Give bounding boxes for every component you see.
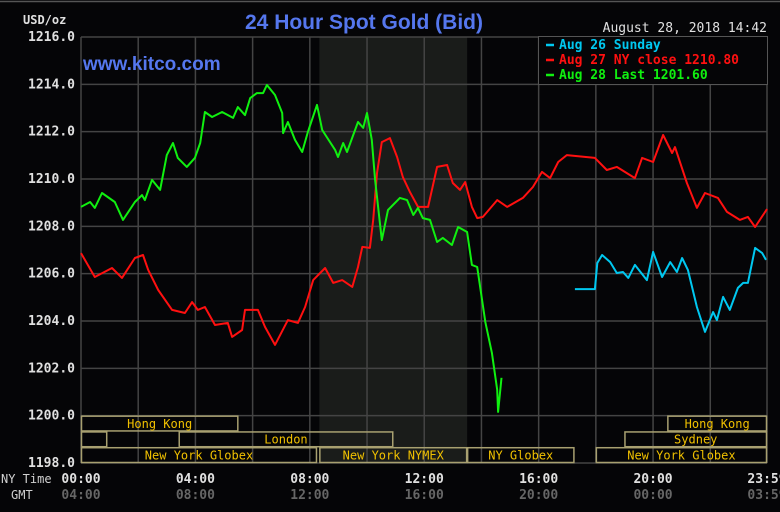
x-tick-label-gmt: 03:59 <box>747 488 780 503</box>
chart-title: 24 Hour Spot Gold (Bid) <box>245 11 483 34</box>
session-label: Sydney <box>674 433 717 447</box>
session-box <box>80 431 108 448</box>
legend-label: Aug 27 NY close 1210.80 <box>559 53 739 68</box>
series-line-3 <box>80 84 503 413</box>
session-label: NY Globex <box>488 449 553 463</box>
trading-sessions: Hong Kong Hong Kong London Sydney New York G… <box>80 415 768 464</box>
session-box <box>80 415 239 432</box>
session-label: Hong Kong <box>685 417 750 431</box>
kitco-watermark: www.kitco.com <box>82 54 221 75</box>
session-box <box>319 446 468 464</box>
nymex-shaded-period <box>319 37 468 463</box>
series-line-2 <box>80 134 768 346</box>
x-tick-label-gmt: 08:00 <box>176 488 215 503</box>
session-box <box>178 431 394 448</box>
y-tick-label: 1198.0 <box>28 456 75 471</box>
x-tick-label-gmt: 00:00 <box>633 488 672 503</box>
session-label: London <box>264 433 307 447</box>
x-tick-label-gmt: 04:00 <box>61 488 100 503</box>
legend-label: Aug 26 Sunday <box>559 38 661 53</box>
y-tick-label: 1202.0 <box>28 361 75 376</box>
chart-timestamp: August 28, 2018 14:42 <box>603 21 767 36</box>
session-label: New York Globex <box>145 449 253 463</box>
y-tick-label: 1212.0 <box>28 125 75 140</box>
session-label: New York NYMEX <box>343 449 445 463</box>
x-axis-gmt-label: GMT <box>11 488 33 502</box>
y-tick-label: 1208.0 <box>28 219 75 234</box>
y-axis-unit-label: USD/oz <box>23 13 66 27</box>
x-tick-label-gmt: 12:00 <box>290 488 329 503</box>
x-tick-label-gmt: 16:00 <box>405 488 444 503</box>
x-tick-label-ny: 08:00 <box>290 472 329 487</box>
legend-label: Aug 28 Last 1201.60 <box>559 68 708 83</box>
session-box <box>624 431 768 448</box>
session-label: Hong Kong <box>127 417 192 431</box>
x-tick-label-gmt: 20:00 <box>519 488 558 503</box>
session-box <box>466 446 575 464</box>
x-tick-label-ny: 16:00 <box>519 472 558 487</box>
x-axis-ny-time-label: NY Time <box>1 472 52 486</box>
series-lines <box>80 84 768 413</box>
x-tick-label-ny: 20:00 <box>633 472 672 487</box>
x-tick-label-ny: 12:00 <box>405 472 444 487</box>
session-box <box>595 446 768 464</box>
x-tick-label-ny: 00:00 <box>61 472 100 487</box>
session-label: New York Globex <box>627 449 735 463</box>
y-tick-label: 1204.0 <box>28 314 75 329</box>
y-tick-label: 1210.0 <box>28 172 75 187</box>
y-axis-ticks: 1216.0 1214.0 1212.0 1210.0 1208.0 1206.0 1204… <box>28 30 75 471</box>
y-tick-label: 1206.0 <box>28 267 75 282</box>
x-tick-label-ny: 04:00 <box>176 472 215 487</box>
legend-box <box>538 36 768 85</box>
y-tick-label: 1214.0 <box>28 77 75 92</box>
session-box <box>667 415 768 432</box>
y-tick-label: 1216.0 <box>28 30 75 45</box>
series-line-1 <box>574 246 767 333</box>
x-axis-ticks: 00:0004:0004:0008:0008:0012:0012:0016:00… <box>61 472 780 503</box>
session-box <box>80 446 318 464</box>
y-tick-label: 1200.0 <box>28 409 75 424</box>
x-tick-label-ny: 23:59 <box>747 472 780 487</box>
